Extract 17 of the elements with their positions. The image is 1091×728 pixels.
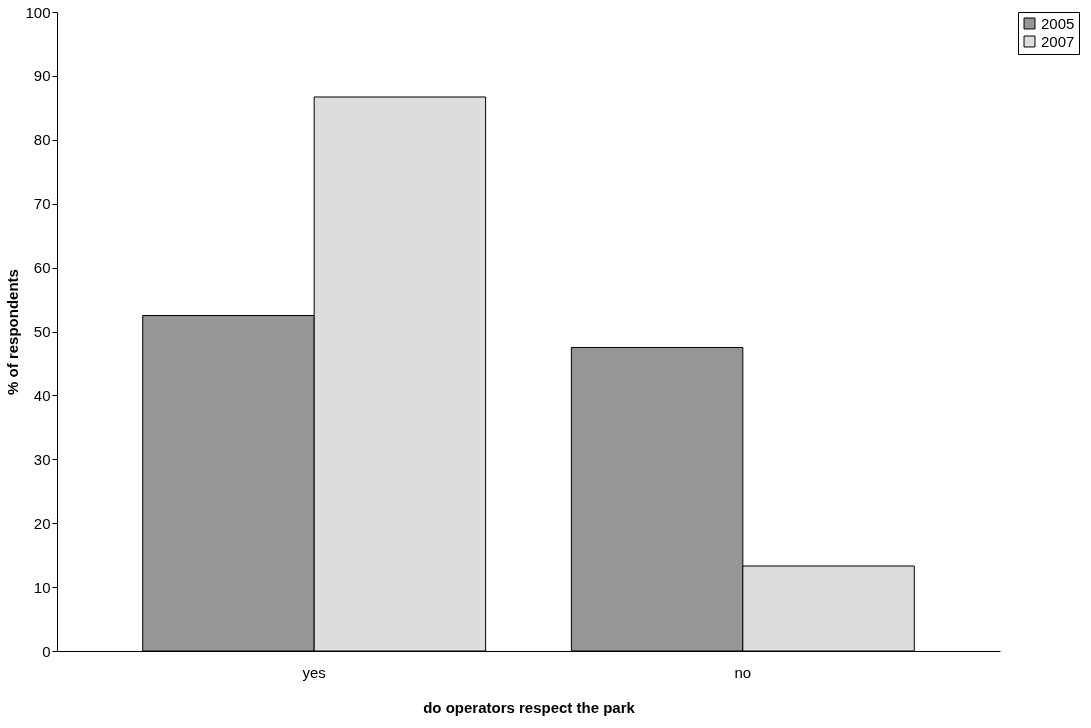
y-tick-label: 30 — [33, 450, 51, 468]
y-tick-label: 70 — [33, 195, 51, 213]
legend-label: 2007 — [1041, 32, 1075, 50]
y-tick-label: 80 — [33, 131, 51, 149]
y-tick-label: 60 — [33, 259, 51, 277]
y-tick-label: 0 — [42, 642, 51, 660]
legend-label: 2005 — [1041, 14, 1075, 32]
y-tick-label: 10 — [33, 578, 51, 596]
y-tick-label: 20 — [33, 514, 51, 532]
x-axis-title: do operators respect the park — [423, 698, 636, 716]
y-tick-label: 50 — [33, 323, 51, 340]
x-tick-label: no — [734, 663, 752, 681]
y-axis-title: % of respondents — [4, 269, 22, 395]
x-tick-label: yes — [302, 663, 326, 681]
y-tick-label: 90 — [33, 67, 51, 85]
y-tick-label: 100 — [25, 3, 51, 21]
y-tick-label: 40 — [33, 386, 51, 404]
